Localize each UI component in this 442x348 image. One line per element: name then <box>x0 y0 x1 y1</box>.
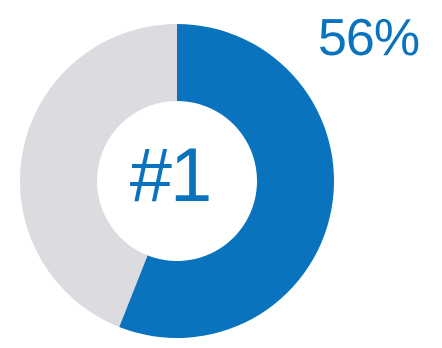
value-percent-label: 56% <box>318 9 420 67</box>
donut-slice-highlighted <box>119 24 335 338</box>
donut-slices <box>19 24 335 338</box>
center-rank-label: #1 <box>129 133 213 218</box>
donut-slice-remainder <box>19 24 178 327</box>
